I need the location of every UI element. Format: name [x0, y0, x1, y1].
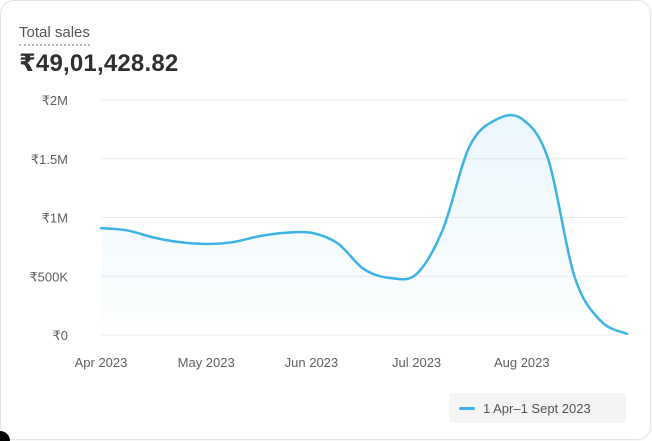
window-corner — [0, 431, 10, 441]
y-tick-label: ₹2M — [42, 93, 68, 108]
y-tick-label: ₹500K — [29, 269, 68, 284]
y-tick-label: ₹1M — [42, 211, 68, 226]
y-tick-label: ₹0 — [52, 328, 68, 343]
x-tick-label: Aug 2023 — [494, 355, 550, 370]
y-tick-label: ₹1.5M — [31, 152, 68, 167]
x-tick-label: Apr 2023 — [75, 355, 128, 370]
x-tick-label: Jul 2023 — [392, 355, 441, 370]
y-axis-ticks: ₹0 ₹500K ₹1M ₹1.5M ₹2M — [29, 93, 68, 343]
total-sales-value: ₹49,01,428.82 — [19, 50, 179, 77]
sales-line[interactable] — [99, 113, 629, 336]
sales-area-fill — [101, 115, 627, 335]
legend-label: 1 Apr–1 Sept 2023 — [483, 400, 591, 416]
chart-legend[interactable]: 1 Apr–1 Sept 2023 — [449, 393, 626, 423]
x-tick-label: Jun 2023 — [285, 355, 339, 370]
x-axis-ticks: Apr 2023 May 2023 Jun 2023 Jul 2023 Aug 2023 — [75, 355, 550, 370]
x-tick-label: May 2023 — [178, 355, 235, 370]
card-title[interactable]: Total sales — [19, 24, 90, 46]
legend-line-swatch-icon — [459, 406, 475, 410]
